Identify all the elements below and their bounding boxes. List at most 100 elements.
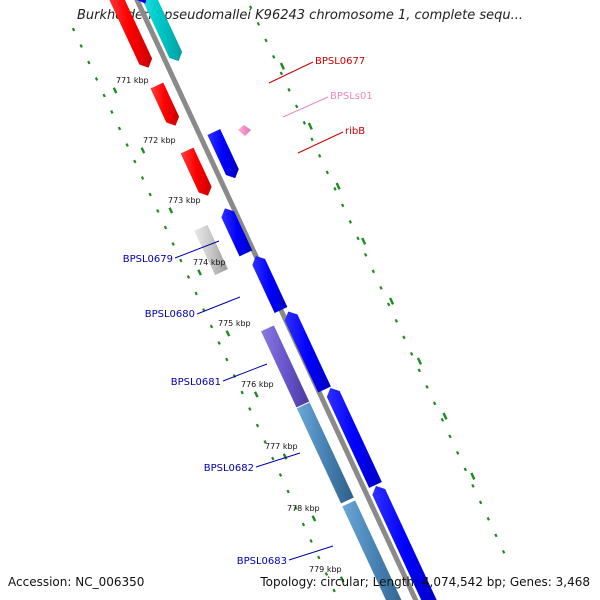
kbp-tick bbox=[225, 330, 231, 337]
gene-blue-bpsl0679[interactable] bbox=[221, 208, 253, 257]
ruler-tick bbox=[402, 335, 406, 340]
ruler-tick bbox=[478, 500, 483, 505]
ruler-tick bbox=[232, 374, 237, 378]
outer-ruler bbox=[249, 5, 506, 554]
major-tick bbox=[442, 412, 448, 420]
ruler-tick bbox=[117, 126, 122, 131]
major-tick bbox=[361, 237, 367, 245]
gene-blue-bpsl0681[interactable] bbox=[284, 311, 332, 393]
ruler-tick bbox=[371, 269, 375, 274]
kbp-tick bbox=[197, 269, 202, 276]
gene-label[interactable]: BPSL0677 bbox=[315, 56, 365, 67]
ruler-tick bbox=[156, 209, 160, 213]
ruler-tick bbox=[287, 87, 291, 92]
ruler-tick bbox=[186, 275, 191, 279]
gene-label-leader bbox=[196, 296, 241, 315]
gene-label[interactable]: BPSLs01 bbox=[330, 91, 373, 102]
gene-blue-ribb[interactable] bbox=[207, 128, 239, 179]
gene-label[interactable]: BPSL0680 bbox=[145, 309, 195, 320]
kbp-label: 775 kbp bbox=[218, 319, 251, 328]
ruler-tick bbox=[255, 423, 260, 428]
gene-steel-bpsl0682[interactable] bbox=[296, 402, 355, 504]
gene-label[interactable]: BPSL0681 bbox=[171, 377, 221, 388]
ruler-tick bbox=[264, 38, 268, 43]
genome-summary: Topology: circular; Length: 4,074,542 bp… bbox=[260, 575, 590, 589]
ruler-tick bbox=[471, 483, 475, 488]
gene-label[interactable]: BPSL0683 bbox=[237, 556, 287, 567]
kbp-tick bbox=[112, 87, 118, 94]
ruler-tick bbox=[324, 572, 329, 576]
kbp-tick bbox=[253, 391, 259, 398]
accession-text: Accession: NC_006350 bbox=[8, 575, 145, 589]
gene-blue-bpsl0683[interactable] bbox=[372, 485, 437, 600]
gene-steel-bpsl0683[interactable] bbox=[342, 500, 408, 600]
kbp-tick bbox=[282, 453, 288, 460]
kbp-tick bbox=[311, 515, 317, 522]
gene-gray-bpsl0679[interactable] bbox=[194, 224, 229, 276]
ruler-tick bbox=[301, 522, 306, 527]
ruler-tick bbox=[432, 401, 437, 406]
ruler-tick bbox=[263, 440, 267, 444]
gene-red-upper[interactable] bbox=[105, 0, 153, 68]
ruler-tick bbox=[279, 71, 284, 76]
ruler-tick bbox=[425, 384, 429, 389]
kbp-label: 771 kbp bbox=[116, 76, 149, 85]
inner-ruler bbox=[71, 27, 336, 593]
ruler-tick bbox=[363, 252, 368, 257]
ruler-tick bbox=[194, 291, 198, 296]
ruler-tick bbox=[248, 407, 252, 411]
ruler-tick bbox=[294, 506, 298, 510]
gene-label[interactable]: BPSL0679 bbox=[123, 254, 173, 265]
ruler-tick bbox=[379, 285, 383, 290]
gene-label[interactable]: ribB bbox=[345, 126, 365, 137]
ruler-tick bbox=[171, 242, 175, 246]
gene-red-ribb[interactable] bbox=[180, 147, 212, 196]
major-tick bbox=[279, 62, 285, 70]
gene-purple-bpsl0681[interactable] bbox=[260, 325, 310, 408]
ruler-tick bbox=[148, 192, 152, 197]
ruler-tick bbox=[125, 143, 129, 147]
gene-red-bpsl0677[interactable] bbox=[150, 82, 180, 126]
ruler-tick bbox=[272, 54, 276, 59]
ruler-tick bbox=[278, 473, 283, 477]
kbp-label: 773 kbp bbox=[168, 196, 201, 205]
ruler-tick bbox=[249, 5, 253, 10]
ruler-tick bbox=[486, 516, 490, 521]
ruler-tick bbox=[163, 225, 168, 230]
gene-rna-bpsls01[interactable] bbox=[238, 125, 251, 136]
kbp-label: 772 kbp bbox=[143, 136, 176, 145]
kbp-tick bbox=[339, 576, 345, 583]
major-tick bbox=[307, 122, 313, 130]
ruler-tick bbox=[340, 203, 345, 208]
ruler-tick bbox=[79, 44, 83, 48]
ruler-tick bbox=[455, 450, 460, 455]
kbp-label: 776 kbp bbox=[241, 380, 274, 389]
ruler-tick bbox=[501, 549, 506, 554]
gene-blue-bpsl0682[interactable] bbox=[326, 387, 383, 489]
gene-label-leader bbox=[255, 452, 301, 468]
ruler-tick bbox=[110, 110, 114, 114]
ruler-tick bbox=[386, 302, 391, 307]
gene-cyan-upper[interactable] bbox=[132, 0, 183, 62]
gene-label-leader bbox=[282, 96, 329, 118]
major-tick bbox=[335, 182, 341, 190]
ruler-tick bbox=[94, 77, 99, 81]
gene-label-leader bbox=[297, 131, 344, 154]
ruler-tick bbox=[440, 417, 444, 422]
gene-label-leader bbox=[268, 61, 314, 84]
ruler-tick bbox=[463, 467, 467, 472]
major-tick bbox=[416, 357, 423, 365]
outer-major-ticks bbox=[279, 62, 476, 480]
kbp-tick bbox=[140, 147, 146, 154]
gene-label[interactable]: BPSL0682 bbox=[204, 463, 254, 474]
gene-blue-bpsl0680[interactable] bbox=[252, 255, 288, 314]
gene-blue-top[interactable] bbox=[132, 0, 148, 4]
ruler-tick bbox=[356, 236, 360, 241]
ruler-tick bbox=[317, 555, 321, 560]
ruler-tick bbox=[309, 539, 313, 543]
ruler-tick bbox=[417, 368, 421, 373]
kbp-label: 777 kbp bbox=[265, 442, 298, 451]
kbp-label: 778 kbp bbox=[287, 504, 320, 513]
ruler-tick bbox=[394, 318, 398, 323]
